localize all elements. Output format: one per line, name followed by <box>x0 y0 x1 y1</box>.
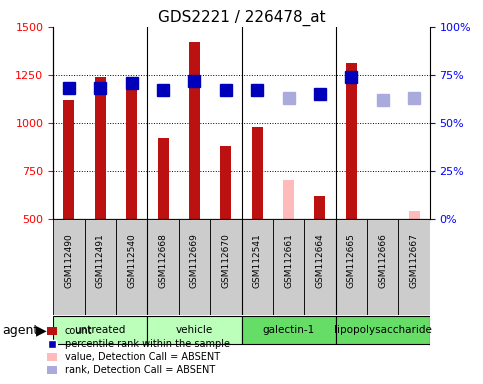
Bar <box>273 219 304 315</box>
Text: ▶: ▶ <box>36 323 47 337</box>
Title: GDS2221 / 226478_at: GDS2221 / 226478_at <box>157 9 326 25</box>
Bar <box>189 42 200 219</box>
Text: untreated: untreated <box>74 325 126 335</box>
Text: lipopolysaccharide: lipopolysaccharide <box>334 325 432 335</box>
Text: vehicle: vehicle <box>176 325 213 335</box>
Text: GSM112670: GSM112670 <box>221 233 230 288</box>
Text: galectin-1: galectin-1 <box>262 325 315 335</box>
Text: GSM112541: GSM112541 <box>253 233 262 288</box>
Bar <box>283 180 294 219</box>
Bar <box>147 219 179 315</box>
Text: GSM112667: GSM112667 <box>410 233 419 288</box>
Text: GSM112661: GSM112661 <box>284 233 293 288</box>
Bar <box>252 127 263 219</box>
Text: GSM112669: GSM112669 <box>190 233 199 288</box>
Bar <box>220 146 231 219</box>
Bar <box>304 219 336 315</box>
Bar <box>126 84 137 219</box>
Legend: count, percentile rank within the sample, value, Detection Call = ABSENT, rank, : count, percentile rank within the sample… <box>43 323 234 379</box>
Bar <box>63 100 74 219</box>
Bar <box>210 219 242 315</box>
Bar <box>242 219 273 315</box>
Text: agent: agent <box>2 324 39 337</box>
Text: GSM112540: GSM112540 <box>127 233 136 288</box>
Bar <box>336 316 430 344</box>
Bar <box>53 219 85 315</box>
Text: GSM112664: GSM112664 <box>315 233 325 288</box>
Bar <box>409 211 420 219</box>
Text: GSM112668: GSM112668 <box>158 233 168 288</box>
Bar <box>116 219 147 315</box>
Bar <box>179 219 210 315</box>
Bar <box>336 219 367 315</box>
Text: GSM112490: GSM112490 <box>64 233 73 288</box>
Bar <box>398 219 430 315</box>
Bar <box>95 77 106 219</box>
Bar <box>157 138 169 219</box>
Bar <box>85 219 116 315</box>
Bar <box>346 63 357 219</box>
Text: GSM112666: GSM112666 <box>378 233 387 288</box>
Text: GSM112665: GSM112665 <box>347 233 356 288</box>
Bar <box>53 316 147 344</box>
Bar <box>314 196 326 219</box>
Bar <box>242 316 336 344</box>
Bar <box>367 219 398 315</box>
Bar <box>147 316 242 344</box>
Text: GSM112491: GSM112491 <box>96 233 105 288</box>
